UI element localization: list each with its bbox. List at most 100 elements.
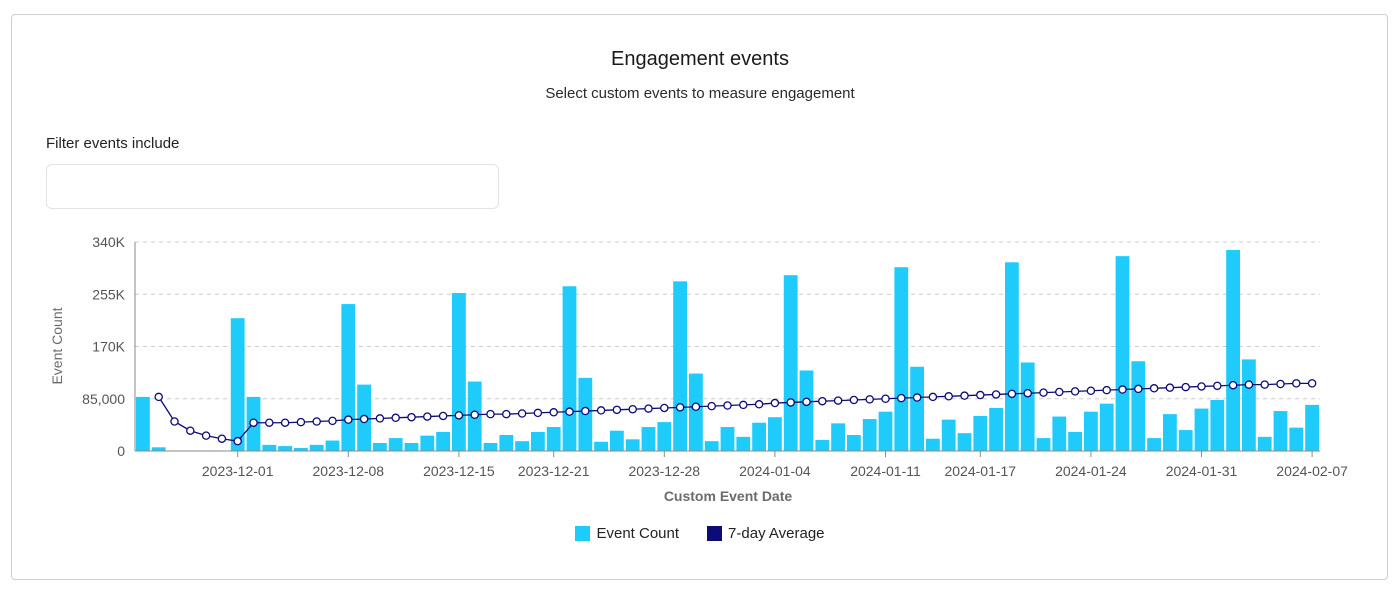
average-point [423,412,432,421]
y-tick-label: 255K [92,286,125,302]
bar-event-count [309,444,324,451]
bar-event-count [531,431,545,451]
legend-label-7-day-average: 7-day Average [728,525,825,542]
bar-event-count [799,370,814,451]
bar-event-count [483,443,498,451]
y-tick-label: 340K [92,234,125,250]
average-point [1149,384,1159,393]
average-point [296,417,306,427]
average-point [1070,387,1080,396]
bar-event-count [878,411,893,451]
average-point [217,434,227,443]
bar-event-count [957,433,972,451]
bar-event-count [404,443,419,451]
average-point [991,390,1001,399]
average-point [960,391,969,400]
average-point [201,431,211,440]
average-point [1086,386,1096,396]
average-point [533,408,543,418]
bar-event-count [1147,438,1161,451]
bar-event-count [768,417,782,451]
bar-event-count [736,436,751,451]
bar-event-count [373,443,387,451]
average-point [1292,379,1301,388]
bar-event-count [1099,403,1114,451]
average-point [707,401,716,411]
x-tick-label: 2024-01-24 [1055,463,1127,479]
legend-item-7-day-average[interactable]: 7-day Average [707,525,825,542]
bar-event-count [594,441,608,451]
average-point [691,402,701,411]
bar-event-count [1178,430,1193,451]
average-point [897,393,906,403]
average-point [1118,385,1127,394]
average-point [454,411,464,420]
bar-event-count [989,407,1003,451]
average-point [1276,379,1285,389]
average-point [1213,381,1222,391]
average-point [833,396,843,405]
average-point [881,394,890,403]
filter-events-input[interactable] [46,164,499,209]
y-tick-label: 170K [92,339,125,355]
y-tick-label: 0 [117,443,125,459]
average-point [1244,380,1254,389]
bar-event-count [151,447,166,451]
average-point [1228,380,1238,390]
average-line-group [154,379,1317,446]
bar-event-count [815,439,830,451]
average-point [739,400,748,410]
average-point [976,390,985,400]
legend: Event Count 7-day Average [0,525,1400,542]
bar-event-count [136,396,150,451]
bar-event-count [294,447,308,451]
bar-event-count [1115,256,1130,451]
bar-event-count [420,435,435,451]
bar-event-count [657,422,672,451]
x-tick-label: 2024-01-17 [944,463,1016,479]
legend-item-event-count[interactable]: Event Count [575,525,679,542]
bars-group [136,249,1319,451]
bar-event-count [325,440,340,451]
average-point [375,414,385,423]
bar-event-count [1257,436,1272,451]
average-point [675,403,685,412]
axes: 0 85,000 170K 255K 340K 2023-12-01 2023-12-08 2… [82,234,1348,479]
average-point [249,418,258,427]
average-point [912,393,922,402]
bar-event-count [341,304,356,451]
average-point [1039,388,1048,397]
average-point [170,417,179,426]
legend-label-event-count: Event Count [596,525,680,542]
average-point [1181,382,1190,392]
bar-event-count [1036,438,1051,451]
chart-card [11,14,1388,580]
bar-event-count [1210,399,1225,451]
x-tick-label: 2024-01-11 [850,463,921,479]
average-point [818,396,827,406]
x-tick-label: 2024-02-07 [1276,463,1348,479]
average-point [849,395,859,405]
x-axis-title: Custom Event Date [664,488,793,504]
bar-event-count [1289,427,1304,451]
average-point [770,398,780,408]
bar-event-count [689,373,703,451]
average-point [312,417,321,426]
average-point [1102,385,1111,395]
average-point [1055,387,1064,397]
bar-event-count [847,435,861,451]
average-point [517,409,527,418]
bar-event-count [1052,416,1067,451]
bar-event-count [910,366,924,451]
average-point [502,409,511,419]
bar-event-count [862,419,877,451]
average-point [328,416,337,426]
bar-event-count [973,415,988,451]
x-tick-label: 2023-12-21 [518,463,590,479]
average-point [628,404,637,414]
bar-event-count [1194,408,1209,451]
average-point [549,408,558,417]
bar-event-count [278,446,292,451]
chart-title: Engagement events [611,48,789,70]
bar-event-count [452,293,466,451]
